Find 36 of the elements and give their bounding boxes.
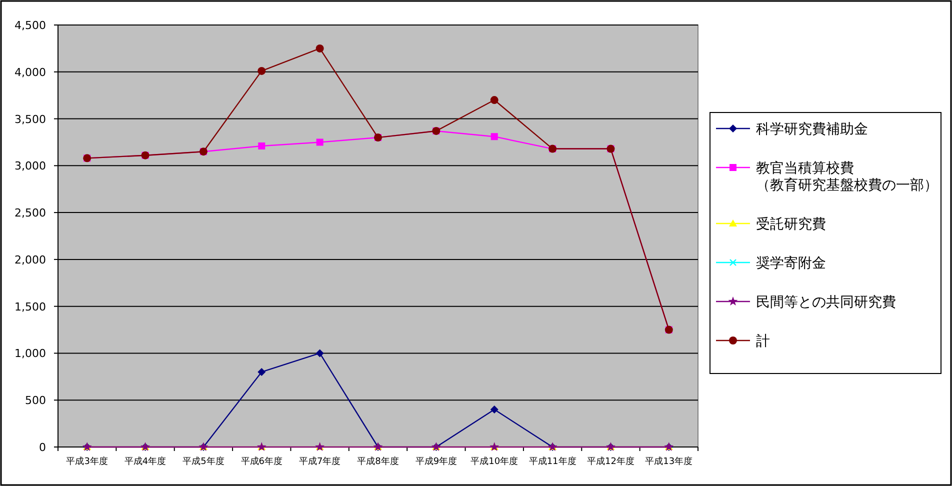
x-tick-label: 平成6年度 (240, 456, 283, 467)
legend-label: 教官当積算校費（教育研究基盤校費の一部） (756, 160, 938, 194)
x-tick-label: 平成3年度 (66, 456, 108, 467)
point (258, 142, 266, 150)
legend-label: 民間等との共同研究費 (756, 294, 896, 310)
y-tick-label: 4,000 (14, 66, 46, 79)
legend-label: 科学研究費補助金 (756, 122, 868, 138)
x-tick-label: 平成5年度 (182, 456, 224, 467)
legend-label: 奨学寄附金 (756, 256, 826, 272)
point (316, 138, 324, 146)
y-tick-label: 0 (39, 441, 46, 454)
x-tick-label: 平成7年度 (298, 456, 341, 467)
x-tick-label: 平成9年度 (415, 456, 458, 467)
y-tick-label: 3,000 (14, 160, 46, 173)
x-tick-label: 平成13年度 (645, 456, 693, 467)
point (490, 133, 498, 140)
y-tick-label: 2,500 (14, 206, 46, 220)
y-tick-label: 4,500 (14, 19, 46, 32)
point (316, 349, 324, 358)
x-tick-label: 平成8年度 (357, 456, 399, 467)
point (258, 368, 266, 376)
y-tick-label: 2,000 (14, 253, 46, 266)
x-tick-label: 平成11年度 (528, 456, 576, 467)
x-tick-label: 平成4年度 (124, 456, 166, 467)
legend-label: 受託研究費 (756, 216, 826, 232)
point (316, 44, 324, 52)
y-tick-label: 500 (25, 394, 46, 408)
y-tick-label: 3,500 (14, 112, 46, 126)
point (258, 66, 266, 75)
point (490, 405, 498, 414)
y-tick-label: 1,000 (14, 347, 46, 360)
point (490, 96, 498, 104)
x-tick-label: 平成10年度 (470, 456, 518, 467)
x-tick-label: 平成12年度 (587, 456, 634, 467)
legend-label: 計 (756, 334, 770, 350)
y-tick-label: 1,500 (14, 300, 46, 314)
